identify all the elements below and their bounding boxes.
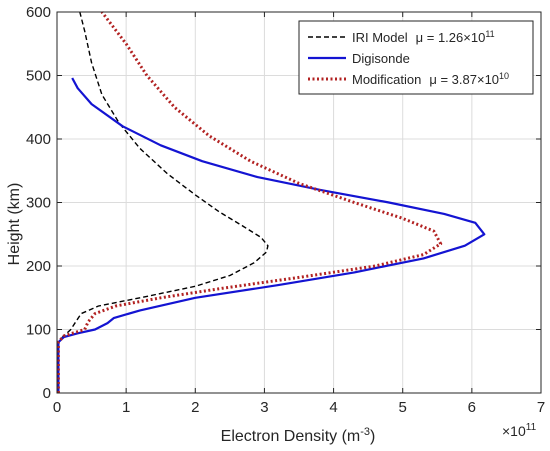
legend-mu-value: μ = 3.87×10: [429, 72, 499, 87]
legend: IRI Model μ = 1.26×1011 Digisonde Modificat…: [298, 20, 534, 95]
x-tick-label: 6: [468, 399, 476, 416]
x-tick-label: 1: [122, 399, 130, 416]
legend-entry: Digisonde: [352, 51, 410, 66]
legend-series-name: Digisonde: [352, 51, 410, 66]
x-axis-label-superscript: -3: [360, 426, 370, 438]
x-axis-exponent: ×1011: [502, 422, 537, 439]
y-tick-label: 100: [26, 322, 51, 339]
x-tick-label: 7: [537, 399, 545, 416]
legend-entry: IRI Model μ = 1.26×1011: [352, 29, 495, 45]
x-tick-label: 5: [399, 399, 407, 416]
tick-labels: 0 1 2 3 4 5 6 7 0 100 200 300 400 500 600: [26, 4, 545, 416]
x-axis-label-close: ): [370, 428, 375, 445]
x-axis-exponent-base: ×10: [502, 423, 526, 439]
series-line: [56, 11, 443, 393]
series-line: [57, 11, 269, 393]
x-tick-label: 3: [260, 399, 268, 416]
legend-series-name: Modification: [352, 72, 421, 87]
legend-mu-superscript: 11: [485, 29, 494, 39]
x-axis-label: Electron Density (m-3): [221, 426, 376, 445]
x-tick-label: 2: [191, 399, 199, 416]
y-tick-label: 500: [26, 68, 51, 85]
y-tick-label: 300: [26, 195, 51, 212]
legend-entry: Modification μ = 3.87×1010: [352, 71, 509, 87]
y-tick-label: 200: [26, 258, 51, 275]
series-line: [57, 77, 486, 393]
y-axis-label: Height (km): [6, 183, 23, 266]
x-tick-label: 4: [329, 399, 337, 416]
legend-series-name: IRI Model: [352, 30, 408, 45]
x-tick-label: 0: [53, 399, 61, 416]
y-tick-label: 400: [26, 131, 51, 148]
y-tick-label: 600: [26, 4, 51, 21]
legend-mu-superscript: 10: [499, 71, 509, 81]
plot-series: [56, 11, 486, 393]
axes: [56, 11, 542, 394]
x-axis-exponent-superscript: 11: [526, 422, 537, 433]
x-axis-label-main: Electron Density (m: [221, 428, 361, 445]
y-tick-label: 0: [43, 385, 51, 402]
legend-mu-value: μ = 1.26×10: [416, 30, 486, 45]
